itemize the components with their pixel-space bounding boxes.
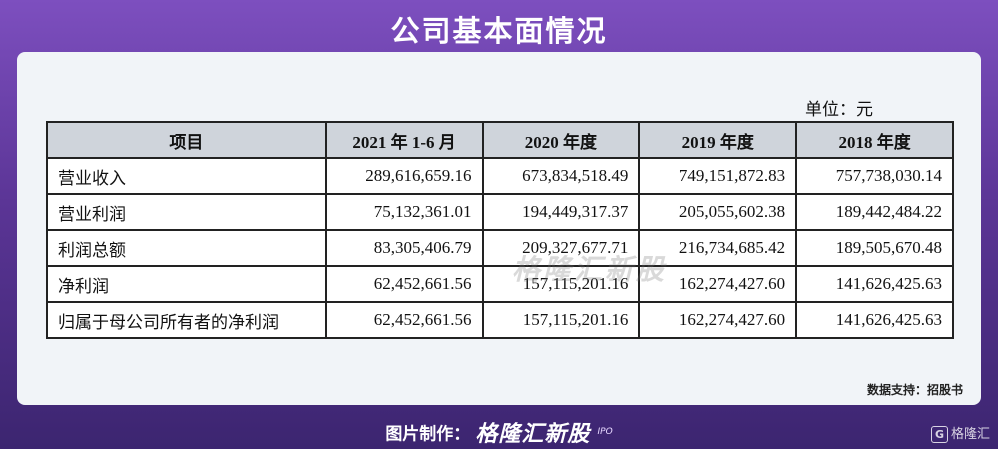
corner-logo: G 格隆汇 [930, 423, 990, 443]
table-cell: 749,151,872.83 [638, 157, 798, 195]
table-row: 营业收入 289,616,659.16 673,834,518.49 749,1… [46, 157, 954, 195]
table-cell: 194,449,317.37 [481, 193, 641, 231]
table-cell: 289,616,659.16 [324, 157, 484, 195]
table-row: 净利润 62,452,661.56 157,115,201.16 162,274… [46, 265, 954, 303]
table-cell: 157,115,201.16 [481, 301, 641, 339]
content-card: 单位：元 项目 2021 年 1-6 月 2020 年度 2019 年度 201… [17, 52, 981, 405]
row-label: 营业利润 [46, 193, 327, 231]
table-cell: 757,738,030.14 [795, 157, 954, 195]
column-header-2021h1: 2021 年 1-6 月 [324, 121, 484, 159]
table-row: 利润总额 83,305,406.79 209,327,677.71 216,73… [46, 229, 954, 267]
table-cell: 62,452,661.56 [324, 301, 484, 339]
table-cell: 216,734,685.42 [638, 229, 798, 267]
table-cell: 141,626,425.63 [795, 301, 954, 339]
column-header-2018: 2018 年度 [795, 121, 954, 159]
table-cell: 157,115,201.16 [481, 265, 641, 303]
table-row: 营业利润 75,132,361.01 194,449,317.37 205,05… [46, 193, 954, 231]
row-label: 利润总额 [46, 229, 327, 267]
column-header-2019: 2019 年度 [638, 121, 798, 159]
brand-g-icon: G [930, 426, 948, 443]
table-cell: 162,274,427.60 [638, 301, 798, 339]
corner-logo-text: 格隆汇 [950, 427, 990, 442]
unit-label: 单位：元 [805, 100, 873, 119]
table-cell: 162,274,427.60 [638, 265, 798, 303]
table-cell: 83,305,406.79 [324, 229, 484, 267]
financial-table: 项目 2021 年 1-6 月 2020 年度 2019 年度 2018 年度 … [46, 121, 954, 339]
table-row: 归属于母公司所有者的净利润 62,452,661.56 157,115,201.… [46, 301, 954, 339]
table-cell: 75,132,361.01 [324, 193, 484, 231]
table-cell: 141,626,425.63 [795, 265, 954, 303]
brand-logo-text: 格隆汇新股 [475, 422, 591, 447]
table-cell: 205,055,602.38 [638, 193, 798, 231]
table-cell: 209,327,677.71 [481, 229, 641, 267]
table-cell: 189,505,670.48 [795, 229, 954, 267]
ipo-tag: IPO [597, 427, 613, 437]
source-note: 数据支持：招股书 [866, 383, 963, 397]
table-header-row: 项目 2021 年 1-6 月 2020 年度 2019 年度 2018 年度 [46, 121, 954, 159]
table-cell: 189,442,484.22 [795, 193, 954, 231]
table-cell: 62,452,661.56 [324, 265, 484, 303]
row-label: 归属于母公司所有者的净利润 [46, 301, 327, 339]
column-header-item: 项目 [46, 121, 327, 159]
row-label: 营业收入 [46, 157, 327, 195]
footer-label: 图片制作： [385, 424, 471, 445]
page-title: 公司基本面情况 [390, 14, 608, 48]
table-cell: 673,834,518.49 [481, 157, 641, 195]
footer-credit: 图片制作： 格隆汇新股 IPO [0, 416, 998, 448]
row-label: 净利润 [46, 265, 327, 303]
column-header-2020: 2020 年度 [481, 121, 641, 159]
